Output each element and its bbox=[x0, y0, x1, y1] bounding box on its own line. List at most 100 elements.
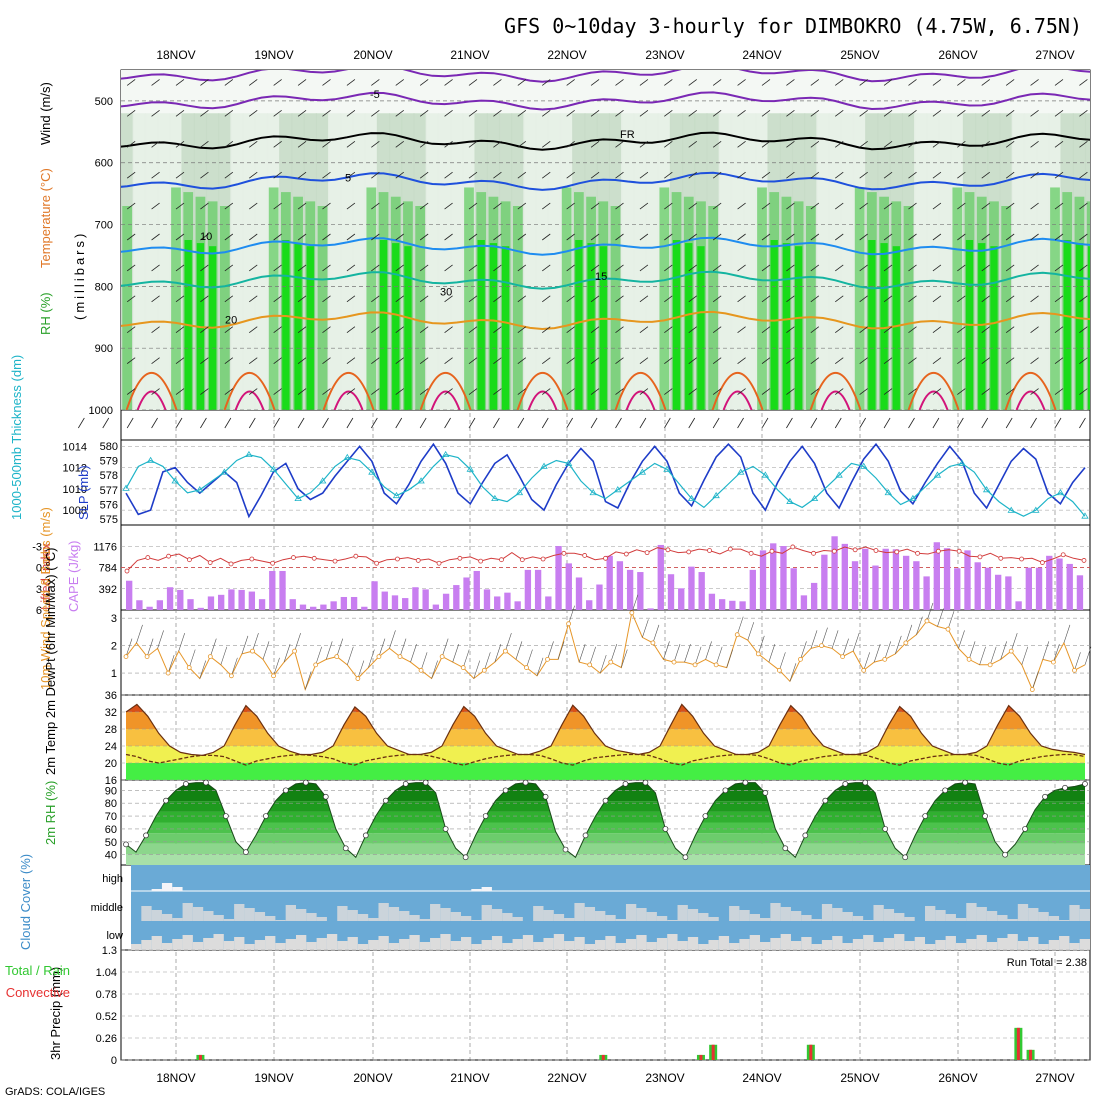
cape-bar bbox=[473, 570, 480, 610]
wind-barb bbox=[175, 110, 185, 117]
thickness-marker bbox=[909, 494, 917, 502]
precip-tick: 0 bbox=[111, 1055, 117, 1067]
wind-barb bbox=[566, 357, 575, 364]
wind-barb bbox=[444, 295, 453, 303]
wind-barb bbox=[737, 264, 746, 272]
cape-bar bbox=[841, 543, 848, 610]
wind-barb bbox=[103, 234, 111, 240]
cloud-mid-cell bbox=[254, 912, 266, 921]
wind10-marker bbox=[734, 632, 740, 638]
li-marker bbox=[436, 560, 442, 566]
li-tick: 6 bbox=[36, 605, 42, 617]
wind-barb bbox=[103, 79, 111, 85]
cape-bar bbox=[698, 572, 705, 610]
thickness-marker bbox=[589, 488, 597, 496]
wind-barb bbox=[371, 233, 380, 241]
wind-barb bbox=[1005, 388, 1015, 395]
surface-wind-barb bbox=[908, 417, 915, 429]
wind-barb bbox=[444, 357, 453, 364]
wind-barb bbox=[712, 110, 722, 117]
cloud-mid-cell bbox=[708, 917, 719, 921]
wind10-barb bbox=[873, 644, 881, 663]
date-label-top: 27NOV bbox=[1035, 48, 1074, 62]
wind10-marker bbox=[545, 656, 550, 662]
rh-marker bbox=[722, 787, 729, 794]
wind-barb bbox=[1030, 326, 1039, 334]
wind-barb bbox=[981, 357, 990, 364]
precip-conv-bar bbox=[1016, 1027, 1020, 1060]
thickness-marker bbox=[958, 459, 966, 466]
wind-barb bbox=[322, 233, 331, 241]
li-marker bbox=[124, 568, 130, 574]
wind-barb bbox=[859, 140, 868, 148]
date-label-bottom: 18NOV bbox=[156, 1071, 195, 1085]
wind10-barb bbox=[916, 616, 923, 635]
wind-barb bbox=[1005, 140, 1015, 148]
cloud-low-cell bbox=[615, 943, 626, 950]
thickness-marker bbox=[564, 459, 573, 466]
surface-wind-barb bbox=[395, 417, 403, 429]
cloud-mid-cell bbox=[172, 918, 183, 921]
cloud-low-cell bbox=[770, 938, 781, 950]
wind10-barb bbox=[652, 624, 660, 643]
wind10-barb bbox=[420, 652, 428, 671]
wind-barb bbox=[297, 140, 307, 148]
date-label-bottom: 21NOV bbox=[450, 1071, 489, 1085]
cape-bar bbox=[994, 574, 1002, 610]
wind-barb bbox=[835, 264, 844, 272]
li-marker bbox=[1019, 556, 1024, 562]
rh-marker bbox=[622, 781, 629, 787]
rh-tick: 50 bbox=[105, 837, 117, 849]
wind-barb bbox=[322, 264, 331, 272]
wind-barb bbox=[664, 357, 673, 364]
wind-barb bbox=[859, 233, 868, 241]
wind-barb bbox=[517, 110, 527, 117]
rh-band bbox=[126, 811, 1085, 823]
wind-barb bbox=[688, 140, 697, 148]
wind10-barb bbox=[926, 602, 934, 622]
wind10-barb bbox=[979, 646, 986, 665]
wind-barb bbox=[273, 140, 282, 148]
cloud-layer-label: high bbox=[102, 873, 123, 885]
wind-barb bbox=[932, 264, 942, 272]
wind-barb bbox=[1079, 140, 1088, 148]
cape-bar bbox=[545, 596, 552, 610]
thickness-marker bbox=[687, 494, 696, 502]
li-marker bbox=[748, 550, 754, 556]
wind10-barb bbox=[821, 627, 828, 646]
wind-barb bbox=[932, 233, 942, 241]
cloud-mid-cell bbox=[811, 919, 822, 921]
rh-cell bbox=[415, 206, 426, 410]
thickness-tick: 579 bbox=[100, 456, 118, 468]
wind-barb bbox=[712, 264, 722, 272]
wind-barb bbox=[322, 140, 331, 148]
cloud-mid-cell bbox=[316, 917, 327, 921]
cape-tick: 392 bbox=[99, 584, 117, 596]
surface-wind-barb bbox=[77, 417, 85, 429]
wind-barb bbox=[517, 264, 527, 272]
isotherm-30 bbox=[136, 390, 167, 410]
wind10-barb bbox=[389, 630, 396, 649]
wind-barb bbox=[346, 171, 356, 179]
surface-wind-barb bbox=[322, 417, 329, 429]
wind-barb bbox=[224, 171, 234, 179]
surface-wind-barb bbox=[541, 417, 549, 429]
wind-barb bbox=[78, 79, 86, 85]
cloud-high-cell bbox=[471, 889, 482, 891]
cape-bar bbox=[402, 598, 409, 610]
cloud-low-cell bbox=[481, 940, 492, 950]
thickness-marker bbox=[786, 497, 794, 504]
cloud-high-cell bbox=[161, 883, 173, 891]
wind-barb bbox=[322, 388, 331, 395]
precip-conv-bar bbox=[601, 1054, 605, 1060]
wind10-barb bbox=[958, 630, 965, 649]
wind-barb bbox=[566, 171, 575, 179]
cloud-mid-cell bbox=[399, 911, 410, 921]
wind-barb bbox=[371, 326, 380, 334]
wind-barb bbox=[615, 110, 624, 117]
cape-bar bbox=[790, 568, 797, 610]
cloud-mid-cell bbox=[1038, 912, 1049, 921]
wind-barb bbox=[688, 233, 697, 241]
cloud-low-cell bbox=[811, 944, 822, 950]
wind-barb bbox=[493, 326, 502, 334]
